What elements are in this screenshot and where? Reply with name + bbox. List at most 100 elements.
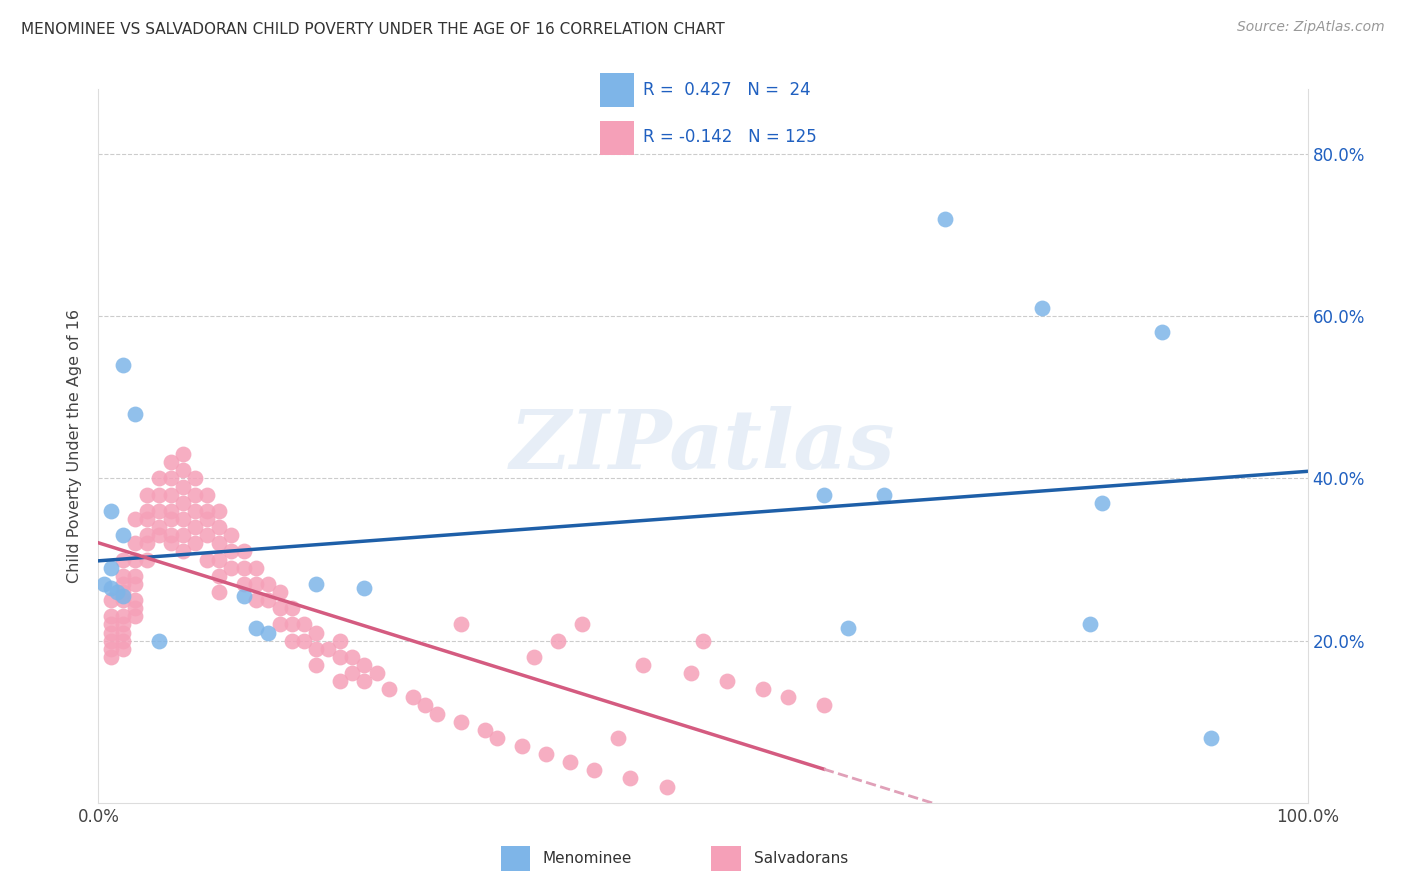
Point <box>124 609 146 624</box>
Point <box>547 633 569 648</box>
Point <box>873 488 896 502</box>
Point <box>111 585 134 599</box>
Text: Source: ZipAtlas.com: Source: ZipAtlas.com <box>1237 20 1385 34</box>
Point <box>148 504 170 518</box>
Text: ZIPatlas: ZIPatlas <box>510 406 896 486</box>
Point <box>245 577 267 591</box>
Point <box>426 706 449 721</box>
Point <box>148 520 170 534</box>
Point <box>160 504 183 518</box>
Point <box>353 581 375 595</box>
Point <box>1152 326 1174 340</box>
Point <box>486 731 509 745</box>
Point <box>124 407 146 421</box>
Point <box>377 682 399 697</box>
Point <box>292 617 315 632</box>
Point <box>752 682 775 697</box>
Point <box>124 577 146 591</box>
Point <box>160 536 183 550</box>
Point <box>208 585 231 599</box>
Point <box>1078 617 1101 632</box>
Point <box>413 698 436 713</box>
Point <box>111 625 134 640</box>
Point <box>813 488 835 502</box>
Point <box>111 577 134 591</box>
Point <box>329 649 352 664</box>
Point <box>111 358 134 372</box>
Point <box>184 520 207 534</box>
Point <box>450 714 472 729</box>
Point <box>281 601 304 615</box>
Point <box>402 690 425 705</box>
Point <box>776 690 799 705</box>
Point <box>195 528 218 542</box>
Text: Menominee: Menominee <box>543 851 633 866</box>
Point <box>100 504 122 518</box>
Point <box>305 625 328 640</box>
Point <box>208 552 231 566</box>
Point <box>208 504 231 518</box>
Point <box>1199 731 1222 745</box>
Point <box>172 512 194 526</box>
Point <box>111 593 134 607</box>
Point <box>160 488 183 502</box>
Point <box>111 552 134 566</box>
Point <box>195 504 218 518</box>
Point <box>184 488 207 502</box>
Point <box>111 617 134 632</box>
FancyBboxPatch shape <box>600 121 634 155</box>
Point <box>329 674 352 689</box>
Point <box>583 764 606 778</box>
Point <box>135 488 157 502</box>
Point <box>111 641 134 656</box>
Point <box>111 589 134 603</box>
Point <box>124 568 146 582</box>
Point <box>100 625 122 640</box>
Point <box>221 544 243 558</box>
Point <box>208 568 231 582</box>
Point <box>232 589 254 603</box>
Point <box>124 593 146 607</box>
Point <box>292 633 315 648</box>
Point <box>232 544 254 558</box>
Point <box>256 625 278 640</box>
Point <box>135 536 157 550</box>
Point <box>813 698 835 713</box>
Point <box>305 641 328 656</box>
Point <box>692 633 714 648</box>
Point <box>269 617 291 632</box>
Point <box>111 609 134 624</box>
Point <box>221 560 243 574</box>
Point <box>195 552 218 566</box>
Point <box>111 633 134 648</box>
Point <box>148 633 170 648</box>
Point <box>631 657 654 672</box>
Point <box>655 780 678 794</box>
Point <box>366 666 388 681</box>
Point <box>837 622 859 636</box>
Point <box>135 528 157 542</box>
Point <box>105 585 128 599</box>
Point <box>232 577 254 591</box>
Point <box>619 772 641 786</box>
Point <box>184 536 207 550</box>
Point <box>510 739 533 753</box>
Point <box>148 528 170 542</box>
Point <box>148 488 170 502</box>
Point <box>135 504 157 518</box>
Point <box>100 633 122 648</box>
Point <box>195 512 218 526</box>
Point <box>160 455 183 469</box>
Point <box>124 536 146 550</box>
Point <box>523 649 546 664</box>
Point <box>305 657 328 672</box>
Point <box>342 666 364 681</box>
FancyBboxPatch shape <box>501 847 530 871</box>
Point <box>100 617 122 632</box>
Point <box>208 520 231 534</box>
Point <box>184 471 207 485</box>
Point <box>184 504 207 518</box>
Point <box>135 512 157 526</box>
Point <box>305 577 328 591</box>
Point <box>172 479 194 493</box>
